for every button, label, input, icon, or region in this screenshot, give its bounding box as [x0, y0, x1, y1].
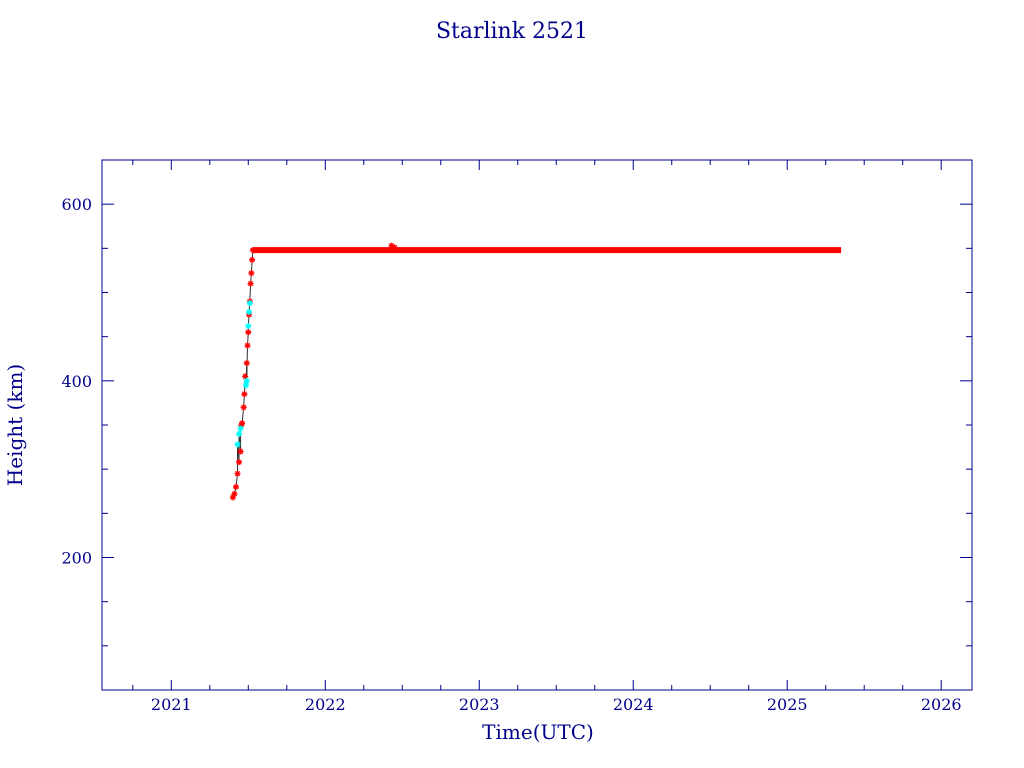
x-tick-label: 2021 — [151, 695, 192, 714]
data-point-cyan — [246, 300, 253, 307]
data-point-red — [249, 247, 256, 254]
data-point-red — [249, 256, 256, 263]
data-point-red — [248, 270, 255, 277]
data-point-cyan — [234, 441, 241, 448]
data-point-cyan — [236, 430, 243, 437]
x-tick-label: 2024 — [613, 695, 654, 714]
data-point-red — [241, 391, 248, 398]
x-tick-label: 2022 — [305, 695, 346, 714]
y-axis-label: Height (km) — [3, 364, 27, 486]
x-tick-label: 2026 — [921, 695, 962, 714]
x-axis-label: Time(UTC) — [482, 720, 594, 744]
x-tick-label: 2023 — [459, 695, 500, 714]
data-point-red — [243, 360, 250, 367]
data-point-cyan — [245, 323, 252, 330]
data-point-cyan — [246, 308, 253, 315]
y-tick-label: 600 — [61, 195, 92, 214]
data-lines — [232, 247, 842, 498]
data-points — [229, 242, 398, 501]
data-point-red — [232, 483, 239, 490]
data-point-red — [244, 342, 251, 349]
plot-frame — [101, 159, 973, 691]
y-tick-label: 200 — [61, 549, 92, 568]
ascent-line — [232, 250, 254, 498]
data-point-red — [231, 490, 238, 497]
data-point-cyan — [243, 377, 250, 384]
y-axis-ticks: 200 400 600 — [61, 159, 972, 647]
data-point-cyan — [242, 382, 249, 389]
data-point-red — [236, 459, 243, 466]
data-point-red — [240, 404, 247, 411]
data-point-red — [247, 280, 254, 287]
data-point-cyan — [237, 425, 244, 432]
x-axis-ticks: 2021 2022 2023 2024 2025 2026 — [132, 160, 962, 714]
y-tick-label: 400 — [61, 372, 92, 391]
data-point-red — [234, 470, 241, 477]
chart-title: Starlink 2521 — [436, 19, 588, 44]
data-point-red — [391, 244, 398, 251]
data-point-red — [237, 448, 244, 455]
data-point-red — [239, 420, 246, 427]
data-point-red — [245, 329, 252, 336]
x-tick-label: 2025 — [767, 695, 808, 714]
